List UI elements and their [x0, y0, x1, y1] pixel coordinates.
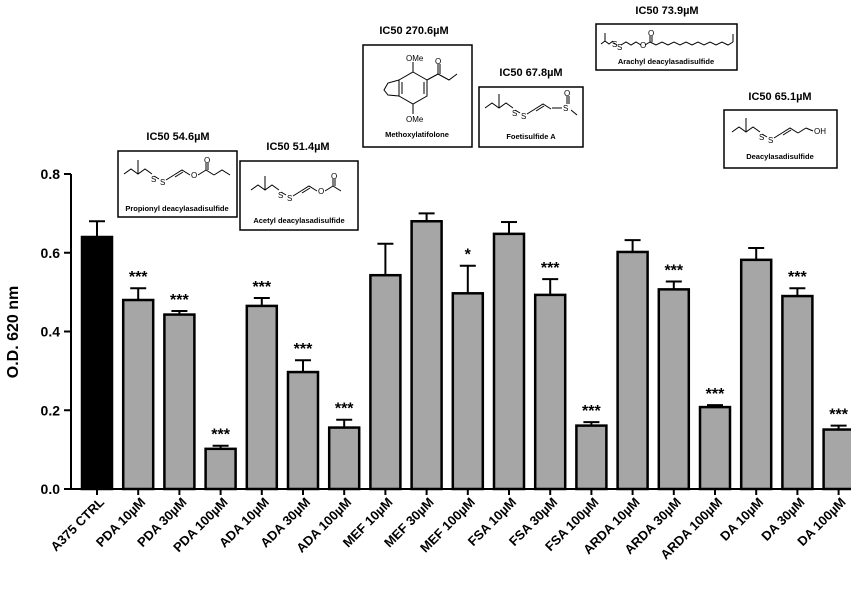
atom-o: O — [191, 171, 197, 180]
structure-deacylasadisulfide-icon — [731, 118, 814, 139]
compound-name: Deacylasadisulfide — [746, 152, 814, 161]
bar — [80, 235, 114, 491]
significance-label: *** — [829, 407, 848, 424]
ic50-label: IC50 54.6µM — [146, 131, 209, 143]
bar — [327, 426, 361, 491]
atom-s: S — [612, 40, 617, 49]
compound-box-arachyl: IC50 73.9µM S S O O Arachyl deacylasadis… — [595, 5, 738, 71]
compound-box-methoxylatifolone: IC50 270.6µM OMe O OMe Methoxylatifolone — [362, 25, 473, 148]
atom-s: S — [151, 175, 156, 184]
bar — [657, 288, 691, 491]
structure-methoxylatifolone-icon — [383, 62, 458, 114]
significance-label: *** — [211, 427, 230, 444]
atom-oh: OH — [814, 127, 826, 136]
atom-s: S — [287, 194, 292, 203]
y-tick-label: 0.0 — [41, 481, 61, 497]
bar — [739, 258, 773, 491]
ic50-label: IC50 51.4µM — [266, 141, 329, 153]
atom-o: O — [435, 57, 441, 66]
atom-o: O — [648, 29, 654, 38]
atom-o: O — [564, 89, 570, 98]
bar — [121, 298, 155, 491]
significance-label: *** — [541, 260, 560, 277]
bar — [616, 250, 649, 491]
y-tick-label: 0.6 — [41, 245, 61, 261]
compound-name: Propionyl deacylasadisulfide — [125, 204, 228, 213]
significance-label: *** — [170, 292, 189, 309]
atom-ome: OMe — [406, 54, 424, 63]
structure-acetyl-icon — [250, 176, 342, 197]
bar — [781, 294, 814, 491]
significance-label: *** — [294, 341, 313, 358]
atom-s: S — [768, 136, 773, 145]
compound-box-foetisulfide: IC50 67.8µM S S S O Foetisulfide A — [478, 67, 584, 148]
ic50-label: IC50 65.1µM — [748, 91, 811, 103]
bar — [163, 313, 196, 491]
x-tick-label: DA 10µM — [717, 495, 766, 544]
atom-s: S — [278, 191, 283, 200]
bar — [286, 370, 320, 491]
structure-foetisulfide-icon — [484, 94, 578, 116]
compound-name: Methoxylatifolone — [385, 130, 449, 139]
bar — [492, 232, 526, 491]
atom-o: O — [331, 172, 337, 181]
y-ticks: 0.0 0.2 0.4 0.6 0.8 — [41, 166, 71, 497]
atom-ome: OMe — [406, 115, 424, 124]
y-tick-label: 0.2 — [41, 402, 61, 418]
bar — [822, 428, 851, 491]
bar — [451, 292, 485, 491]
bars: ************************************* — [80, 212, 851, 491]
ic50-label: IC50 270.6µM — [379, 25, 448, 37]
bar — [369, 273, 402, 491]
atom-o: O — [318, 187, 324, 196]
significance-label: * — [465, 247, 472, 264]
compound-name: Acetyl deacylasadisulfide — [253, 216, 344, 225]
atom-o: O — [204, 156, 210, 165]
ic50-label: IC50 67.8µM — [499, 67, 562, 79]
compound-box-propionyl: IC50 54.6µM S S O O Propionyl deacylasad… — [117, 131, 238, 218]
bar — [245, 304, 279, 491]
atom-s: S — [512, 109, 517, 118]
ic50-label: IC50 73.9µM — [635, 5, 698, 17]
atom-s: S — [563, 104, 568, 113]
structure-arachyl-icon — [600, 33, 734, 46]
significance-label: *** — [664, 262, 683, 279]
significance-label: *** — [335, 401, 354, 418]
atom-s: S — [521, 112, 526, 121]
compound-name: Foetisulfide A — [506, 132, 556, 141]
structure-propionyl-icon — [123, 160, 231, 181]
atom-s: S — [617, 43, 622, 52]
atom-s: S — [160, 178, 165, 187]
bar — [410, 220, 443, 491]
atom-o: O — [640, 41, 646, 50]
bar — [204, 447, 237, 491]
compound-box-acetyl: IC50 51.4µM S S O O Acetyl deacylasadisu… — [239, 141, 359, 231]
significance-label: *** — [129, 269, 148, 286]
y-axis-label: O.D. 620 nm — [5, 286, 22, 378]
y-tick-label: 0.4 — [41, 324, 61, 340]
bar — [698, 405, 732, 491]
compound-name: Arachyl deacylasadisulfide — [618, 57, 714, 66]
compound-box-deacylasadisulfide: IC50 65.1µM S S OH Deacylasadisulfide — [723, 91, 838, 169]
y-tick-label: 0.8 — [41, 166, 61, 182]
significance-label: *** — [788, 269, 807, 286]
significance-label: *** — [252, 279, 271, 296]
bar — [575, 424, 608, 491]
bar — [533, 293, 567, 491]
atom-s: S — [759, 133, 764, 142]
significance-label: *** — [706, 386, 725, 403]
significance-label: *** — [582, 403, 601, 420]
